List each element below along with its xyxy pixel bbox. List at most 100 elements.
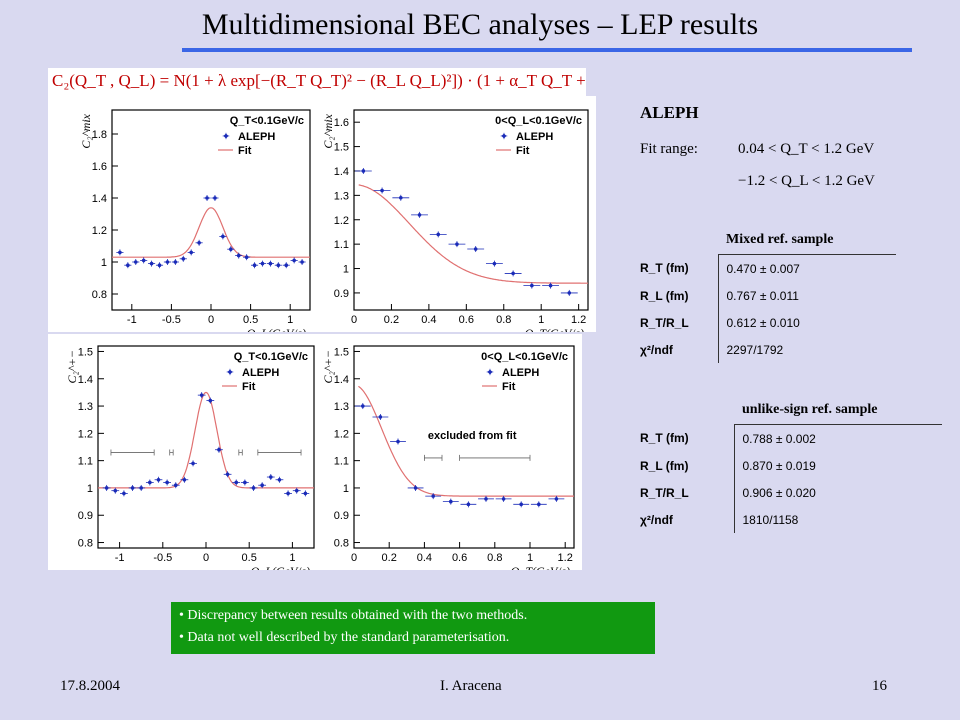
y-tick-label: 1.5: [78, 346, 93, 358]
y-tick-label: 1.1: [78, 456, 93, 468]
mixed-ref-header: Mixed ref. sample: [718, 222, 896, 255]
data-point: [417, 213, 422, 217]
cut-annotation: 0<Q_L<0.1GeV/c: [495, 115, 582, 127]
y-tick-label: 1.2: [334, 428, 349, 440]
cut-annotation: Q_T<0.1GeV/c: [234, 351, 308, 363]
data-point: [519, 502, 523, 507]
y-tick-label: 1.1: [334, 456, 349, 468]
data-point: [251, 486, 256, 490]
x-tick-label: 0.4: [417, 552, 432, 564]
table-row: χ²/ndf 1810/1158: [640, 506, 942, 533]
table-row: χ²/ndf 2297/1792: [640, 336, 896, 363]
y-axis-label: C₂^mix: [79, 113, 93, 148]
bullet-item: • Data not well described by the standar…: [179, 630, 510, 645]
y-tick-label: 1.6: [92, 161, 107, 173]
y-tick-label: 0.8: [78, 538, 93, 550]
unlike-sign-header: unlike-sign ref. sample: [734, 392, 942, 425]
plot-frame: [97, 345, 315, 549]
data-point: [260, 261, 265, 266]
x-axis-label: Q_L(GeV/c): [251, 564, 310, 570]
x-tick-label: 0.5: [242, 552, 257, 564]
fit-curve: [358, 184, 588, 284]
y-tick-label: 1.2: [92, 225, 107, 237]
fit-range-label: Fit range:: [640, 141, 698, 157]
table-row: R_T/R_L 0.906 ± 0.020: [640, 479, 942, 506]
y-tick-label: 1.6: [334, 117, 349, 129]
cut-annotation: 0<Q_L<0.1GeV/c: [481, 351, 568, 363]
data-point: [217, 447, 221, 452]
legend-label-fit: Fit: [516, 145, 530, 157]
legend-label-data: ALEPH: [242, 367, 279, 379]
y-tick-label: 1.2: [334, 215, 349, 227]
data-point: [191, 461, 195, 466]
data-point: [165, 480, 169, 485]
data-point: [208, 398, 213, 403]
data-point: [361, 169, 366, 173]
plot-frame: [353, 345, 575, 549]
y-tick-label: 1.4: [78, 374, 93, 386]
x-axis-label: Q_T(GeV/c): [525, 326, 584, 332]
y-tick-label: 0.9: [334, 510, 349, 522]
data-point: [548, 283, 553, 288]
table-row: R_T (fm) 0.470 ± 0.007: [640, 254, 896, 282]
legend-label-fit: Fit: [502, 381, 516, 393]
data-point: [413, 486, 418, 490]
data-point: [104, 486, 109, 490]
data-point: [292, 258, 296, 263]
legend-label-data: ALEPH: [516, 131, 553, 143]
formula-box: C₂(Q_T , Q_L) = N(1 + λ exp[−(R_T Q_T)² …: [48, 68, 586, 98]
mixed-ref-table: Mixed ref. sample R_T (fm) 0.470 ± 0.007 …: [640, 222, 896, 363]
data-point: [455, 242, 459, 246]
y-tick-label: 1.8: [92, 129, 107, 141]
data-point: [537, 502, 541, 507]
data-point: [141, 258, 146, 263]
y-axis-label: C₂^+−: [321, 350, 335, 383]
fit-curve: [112, 207, 310, 258]
data-point: [484, 497, 488, 501]
y-tick-label: 1.3: [78, 401, 93, 413]
data-point: [396, 439, 400, 444]
data-point: [118, 250, 122, 255]
x-tick-label: -1: [115, 552, 125, 564]
x-tick-label: 0.2: [382, 552, 397, 564]
data-point: [399, 196, 403, 200]
y-tick-label: 0.8: [92, 289, 107, 301]
data-point: [511, 271, 515, 276]
legend-marker: ✦: [485, 367, 494, 379]
legend-label-data: ALEPH: [502, 367, 539, 379]
y-tick-label: 1.1: [334, 239, 349, 251]
data-point: [126, 263, 130, 267]
x-tick-label: 0: [351, 314, 357, 326]
data-point: [431, 494, 435, 498]
footer-date: 17.8.2004: [60, 678, 120, 694]
data-point: [165, 260, 170, 264]
x-tick-label: 1: [538, 314, 544, 326]
data-point: [252, 263, 257, 267]
formula-text: C₂(Q_T , Q_L) = N(1 + λ exp[−(R_T Q_T)² …: [52, 71, 586, 90]
data-point: [229, 247, 233, 251]
table-row: R_T (fm) 0.788 ± 0.002: [640, 424, 942, 452]
y-tick-label: 0.8: [334, 538, 349, 550]
table-row: R_L (fm) 0.870 ± 0.019: [640, 452, 942, 479]
aleph-header: ALEPH: [640, 103, 699, 122]
data-point: [378, 415, 383, 419]
data-point: [157, 263, 162, 267]
data-point: [182, 477, 187, 482]
x-tick-label: -0.5: [153, 552, 172, 564]
plot-frame: [111, 109, 311, 311]
legend-marker: ✦: [499, 131, 508, 143]
data-point: [466, 502, 471, 507]
data-point: [205, 196, 209, 200]
data-point: [139, 486, 143, 490]
data-point: [284, 263, 289, 267]
x-tick-label: 1.2: [571, 314, 586, 326]
x-tick-label: 0: [351, 552, 357, 564]
chart-unlike-ql: -1 -0.5 0 0.5 1 0.8 0.9 1 1.1 1.2 1.3 1.4 1.5 Q_L(GeV…: [65, 345, 315, 570]
fit-range-qt: 0.04 < Q_T < 1.2 GeV: [738, 141, 875, 157]
x-tick-label: 0: [208, 314, 214, 326]
x-tick-label: -1: [127, 314, 137, 326]
plot-frame: [353, 109, 589, 311]
data-point: [530, 283, 534, 288]
x-tick-label: 0.5: [243, 314, 258, 326]
data-point: [260, 483, 264, 488]
